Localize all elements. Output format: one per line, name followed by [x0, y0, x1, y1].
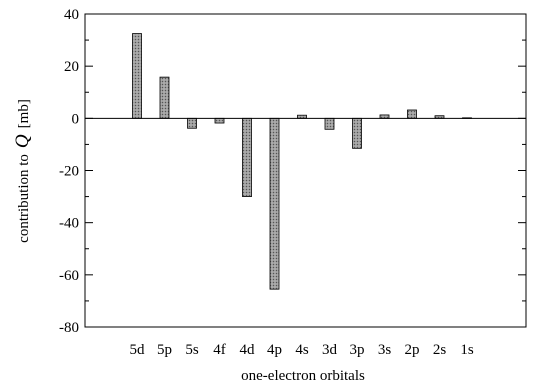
bar-5p — [159, 76, 170, 119]
y-tick-label: -60 — [59, 268, 79, 284]
bar-3d — [324, 117, 335, 130]
y-axis-label-symbol: Q — [12, 134, 33, 148]
x-axis-label: one-electron orbitals — [241, 368, 365, 384]
y-tick-label: 20 — [64, 59, 79, 75]
y-axis: 40 20 0 -20 -40 -60 -80 — [59, 7, 526, 336]
bar-5s — [187, 117, 197, 129]
x-tick-label-3p: 3p — [350, 342, 365, 358]
x-tick-label-5p: 5p — [157, 342, 172, 358]
y-axis-label: contribution to Q [mb] — [12, 99, 33, 243]
x-tick-label-4p: 4p — [267, 342, 282, 358]
bar-4d — [242, 117, 252, 197]
bars — [132, 33, 472, 290]
x-tick-label-2p: 2p — [405, 342, 420, 358]
bar-2p — [407, 109, 417, 119]
y-axis-label-unit: [mb] — [16, 99, 32, 128]
x-tick-label-4s: 4s — [295, 342, 309, 358]
y-tick-label: -20 — [59, 164, 79, 180]
y-tick-label: -40 — [59, 216, 79, 232]
bar-4f — [214, 117, 225, 124]
x-tick-label-4d: 4d — [240, 342, 256, 358]
y-tick-label: 40 — [64, 7, 79, 23]
y-axis-label-prefix: contribution to — [16, 154, 32, 243]
x-tick-label-4f: 4f — [213, 342, 226, 358]
plot-frame — [84, 13, 527, 328]
bar-5d — [132, 33, 142, 119]
x-tick-label-3s: 3s — [378, 342, 392, 358]
bar-4p — [269, 117, 280, 290]
bar-3p — [352, 117, 362, 149]
x-tick-label-3d: 3d — [322, 342, 338, 358]
bar-3s — [379, 114, 390, 119]
x-tick-label-1s: 1s — [460, 342, 474, 358]
x-tick-label-2s: 2s — [433, 342, 447, 358]
y-tick-label: -80 — [59, 320, 79, 336]
x-tick-label-5s: 5s — [185, 342, 199, 358]
x-tick-label-5d: 5d — [130, 342, 146, 358]
y-tick-label: 0 — [72, 111, 80, 127]
x-axis: 5d 5p 5s 4f 4d 4p 4s 3d 3p 3s 2p 2s 1s — [130, 342, 474, 358]
